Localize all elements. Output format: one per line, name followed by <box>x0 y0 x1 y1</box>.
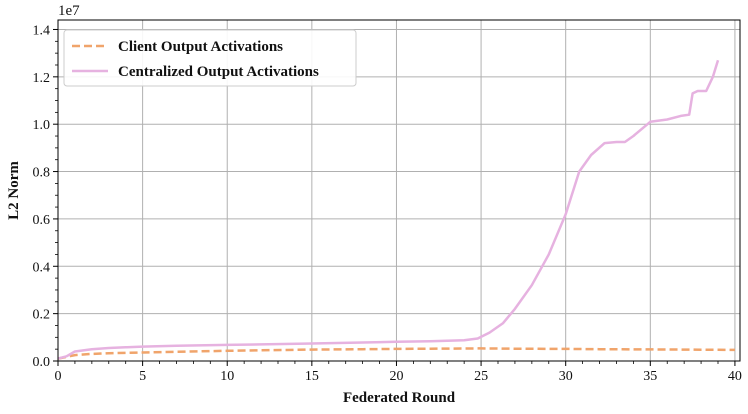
y-tick-label: 0.0 <box>33 355 51 370</box>
y-tick-label: 1.2 <box>33 71 51 86</box>
x-tick-label: 10 <box>220 369 234 384</box>
plot-frame <box>57 19 741 362</box>
x-tick-label: 25 <box>474 369 488 384</box>
y-offset-label: 1e7 <box>58 3 80 19</box>
legend-box <box>63 29 357 87</box>
y-tick-label: 0.6 <box>33 213 51 228</box>
x-tick-label: 15 <box>305 369 319 384</box>
series-line-0 <box>57 347 735 360</box>
x-tick-label: 35 <box>643 369 657 384</box>
y-tick-label: 0.8 <box>33 166 51 181</box>
x-tick-label: 40 <box>728 369 742 384</box>
series-lines <box>57 59 735 360</box>
legend-label-centralized: Centralized Output Activations <box>118 64 319 80</box>
y-tick-label: 1.0 <box>33 118 51 133</box>
legend-label-client: Client Output Activations <box>118 39 283 55</box>
y-tick-label: 0.4 <box>33 260 51 275</box>
y-tick-label: 0.2 <box>33 308 51 323</box>
axis-ticks: 0 5 10 15 20 25 30 35 40 0.0 0.2 0.4 0.6 0.8 1.0 1.2 1.4 <box>33 23 742 384</box>
x-tick-label: 0 <box>55 369 62 384</box>
x-tick-label: 5 <box>139 369 146 384</box>
series-line-1 <box>57 59 720 360</box>
x-tick-label: 30 <box>559 369 573 384</box>
x-axis-title: Federated Round <box>343 390 456 406</box>
y-tick-label: 1.4 <box>33 23 51 38</box>
x-tick-label: 20 <box>389 369 403 384</box>
y-axis-title: L2 Norm <box>6 161 22 220</box>
legend: Client Output Activations Centralized Ou… <box>63 29 357 87</box>
